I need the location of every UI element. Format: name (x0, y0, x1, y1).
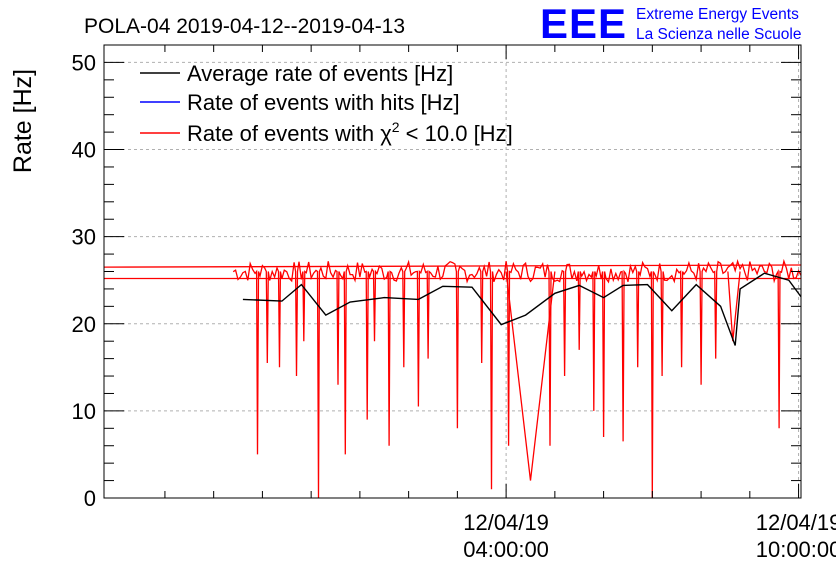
eee-logo: EEE Extreme Energy Events La Scienza nel… (540, 0, 830, 47)
gridlines (104, 45, 801, 498)
y-tick-label: 10 (72, 399, 96, 424)
axes: 0102030405012/04/1904:00:0012/04/1910:00… (72, 45, 836, 562)
y-tick-label: 50 (72, 50, 96, 75)
average-series-line (242, 272, 801, 346)
chi2-connector-line (104, 264, 801, 268)
y-axis-label: Rate [Hz] (9, 69, 37, 173)
logo-line-2: La Scienza nelle Scuole (636, 26, 802, 43)
y-tick-label: 20 (72, 312, 96, 337)
x-tick-label-date: 12/04/19 (756, 510, 836, 535)
legend: Average rate of events [Hz] Rate of event… (140, 61, 513, 146)
chi2-series-line (232, 258, 801, 498)
x-tick-label-time: 10:00:00 (756, 537, 836, 562)
legend-label-hits: Rate of events with hits [Hz] (187, 90, 460, 115)
chi2-dip-segment (727, 271, 741, 342)
x-tick-label-date: 12/04/19 (463, 510, 549, 535)
legend-label-chi2: Rate of events with χ2 < 10.0 [Hz] (187, 119, 513, 146)
y-tick-label: 40 (72, 138, 96, 163)
chi2-dip-segment (505, 271, 556, 481)
chart-title: POLA-04 2019-04-12--2019-04-13 (84, 15, 405, 38)
logo-line-1: Extreme Energy Events (636, 6, 799, 23)
y-tick-label: 0 (84, 486, 96, 511)
x-tick-label-time: 04:00:00 (463, 537, 549, 562)
y-tick-label: 30 (72, 225, 96, 250)
chi2-series-group (104, 258, 801, 498)
legend-label-average: Average rate of events [Hz] (187, 61, 453, 86)
series-layer (104, 258, 801, 498)
logo-mark: EEE (540, 0, 628, 47)
